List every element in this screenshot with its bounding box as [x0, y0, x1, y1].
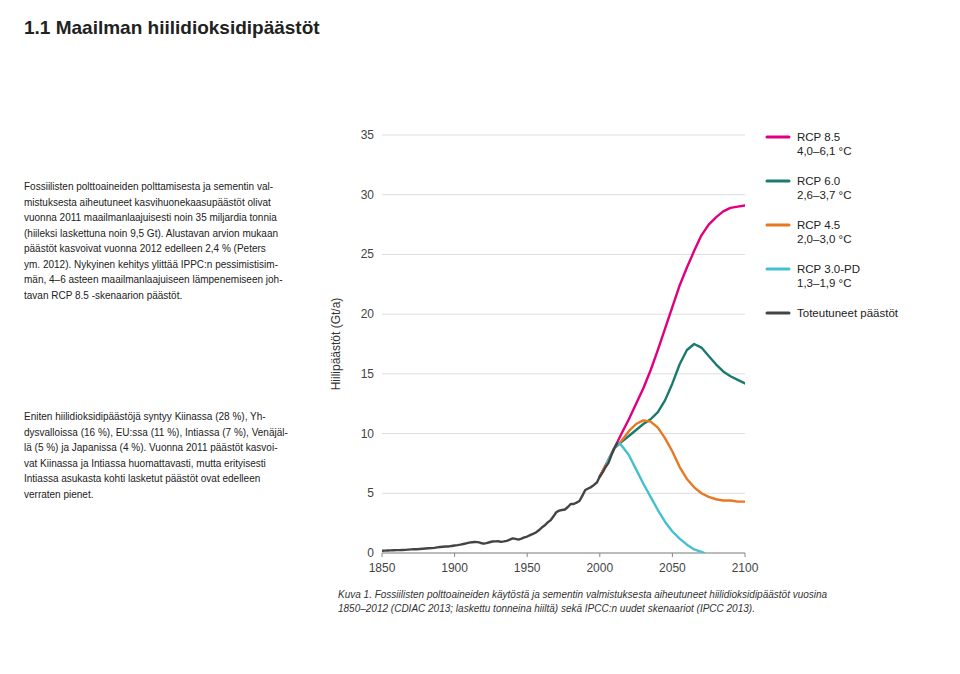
background	[0, 0, 960, 674]
grid-line	[382, 373, 745, 374]
text-line: RCP 3.0-PD	[797, 263, 860, 275]
series-line	[600, 420, 745, 501]
paragraph: Fossiilisten polttoaineiden polttamisest…	[24, 181, 283, 301]
text-line: dysvalloissa (16 %), EU:ssa (11 %), Inti…	[24, 427, 288, 438]
legend-swatch	[767, 312, 789, 315]
y-tick-label: 30	[361, 188, 375, 202]
x-tick	[454, 553, 455, 557]
legend-label: RCP 3.0-PD 1,3–1,9 °C	[797, 263, 860, 289]
text-line: RCP 8.5	[797, 131, 840, 143]
series-line	[607, 443, 704, 553]
legend-label: RCP 8.5 4,0–6,1 °C	[797, 131, 851, 157]
grid-line	[382, 135, 745, 136]
y-tick-label: 10	[361, 427, 375, 441]
text-line: verraten pienet.	[24, 489, 94, 500]
legend-swatch	[767, 180, 789, 183]
text-line: Kuva 1. Fossiilisten polttoaineiden käyt…	[338, 589, 828, 600]
x-tick	[672, 553, 673, 557]
series-line	[600, 344, 745, 476]
text-line: Fossiilisten polttoaineiden polttamisest…	[24, 181, 273, 192]
legend-swatch	[767, 136, 789, 139]
x-tick-label: 1850	[369, 561, 396, 575]
x-tick-label: 2050	[659, 561, 686, 575]
text-line: män, 4–6 asteen maailmanlaajuiseen lämpe…	[24, 274, 283, 285]
y-tick-label: 5	[367, 486, 374, 500]
text-line: (hiileksi laskettuna noin 9,5 Gt). Alust…	[24, 228, 278, 239]
x-tick	[745, 553, 746, 557]
legend-label: Toteutuneet päästöt	[797, 307, 899, 319]
x-axis-line	[382, 553, 745, 554]
title: 1.1 Maailman hiilidioksidipäästöt	[24, 17, 320, 38]
y-tick-label: 35	[361, 128, 375, 142]
text-line: 2,0–3,0 °C	[797, 233, 851, 245]
y-tick-label: 20	[361, 307, 375, 321]
grid-line	[382, 553, 745, 554]
text-line: Toteutuneet päästöt	[797, 307, 899, 319]
x-tick	[599, 553, 600, 557]
text-line: RCP 4.5	[797, 219, 840, 231]
text-line: 1850–2012 (CDIAC 2013; laskettu tonneina…	[338, 603, 755, 614]
text-line: mistuksesta aiheutuneet kasvihuonekaasup…	[24, 197, 271, 208]
chart: 1.1 Maailman hiilidioksidipäästöt Fossiil…	[0, 0, 960, 674]
y-tick-label: 15	[361, 367, 375, 381]
text-line: vuonna 2011 maailmanlaajuisesti noin 35 …	[24, 212, 277, 223]
text-line: vat Kiinassa ja Intiassa huomattavasti, …	[24, 458, 266, 469]
x-tick-label: 1900	[441, 561, 468, 575]
x-tick-label: 1950	[514, 561, 541, 575]
text-line: ym. 2012). Nykyinen kehitys ylittää IPPC…	[24, 259, 278, 270]
legend: RCP 8.5 4,0–6,1 °C RCP 6.0 2,6–3,7 °C RCP 4.…	[767, 131, 899, 319]
text-line: 4,0–6,1 °C	[797, 145, 851, 157]
text-line: päästöt kasvoivat vuonna 2012 edelleen 2…	[24, 243, 266, 254]
legend-label: RCP 6.0 2,6–3,7 °C	[797, 175, 851, 201]
lines	[382, 205, 745, 553]
text-line: RCP 6.0	[797, 175, 840, 187]
legend-swatch	[767, 268, 789, 271]
grid-line	[382, 314, 745, 315]
grid-line	[382, 493, 745, 494]
legend-swatch	[767, 224, 789, 227]
caption: Kuva 1. Fossiilisten polttoaineiden käyt…	[338, 589, 828, 614]
legend-label: RCP 4.5 2,0–3,0 °C	[797, 219, 851, 245]
text-line: Eniten hiilidioksidipäästöjä syntyy Kiin…	[24, 411, 266, 422]
y-tick-label: 0	[367, 546, 374, 560]
text-line: lä (5 %) ja Japanissa (4 %). Vuonna 2011…	[24, 442, 277, 453]
text-line: tavan RCP 8.5 -skenaarion päästöt.	[24, 290, 182, 301]
x-tick	[382, 553, 383, 557]
grid-line	[382, 433, 745, 434]
x-tick	[527, 553, 528, 557]
y-axis-label: Hiilipäästöt (Gt/a)	[329, 298, 343, 391]
grid	[382, 135, 745, 553]
x-tick-label: 2000	[586, 561, 613, 575]
grid-line	[382, 194, 745, 195]
text-line: 2,6–3,7 °C	[797, 189, 851, 201]
grid-line	[382, 254, 745, 255]
x-tick-label: 2100	[732, 561, 759, 575]
text-line: 1,3–1,9 °C	[797, 277, 851, 289]
series-line	[382, 443, 617, 551]
text-line: Intiassa asukasta kohti lasketut päästöt…	[24, 473, 260, 484]
series-line	[600, 205, 745, 476]
y-tick-label: 25	[361, 247, 375, 261]
paragraph: Eniten hiilidioksidipäästöjä syntyy Kiin…	[24, 411, 288, 500]
